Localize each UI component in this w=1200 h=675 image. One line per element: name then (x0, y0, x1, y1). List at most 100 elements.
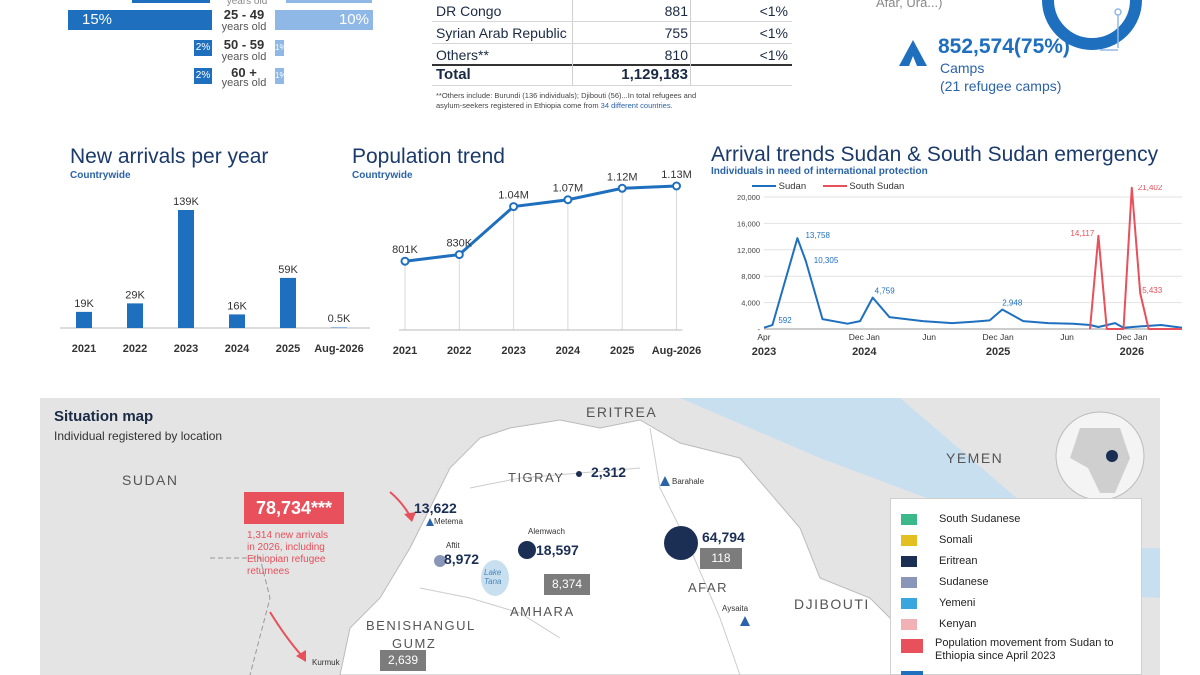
data-label: 1.13M (661, 169, 692, 181)
callout-value: 78,734*** (244, 492, 344, 524)
legend-item: Sudanese (901, 576, 989, 592)
table-row: DR Congo 881 <1% (432, 0, 792, 22)
annotation: 13,758 (805, 231, 830, 240)
x-tick-year: 2026 (1120, 346, 1144, 358)
tick-label: Aug-2026 (314, 343, 364, 355)
country-label-sudan: SUDAN (122, 472, 179, 488)
table-cell-country: Others** (436, 47, 489, 63)
bar (229, 314, 245, 328)
callout-line-3: Ethiopian refugee (247, 554, 326, 565)
table-footnote: **Others include: Burundi (136 individua… (436, 91, 796, 111)
bar (178, 210, 194, 328)
legend-swatch (901, 597, 917, 609)
barahale-marker-icon (660, 476, 670, 486)
camps-value: 852,574(75%) (938, 35, 1070, 58)
x-tick-label: Apr (757, 332, 770, 342)
bar (76, 311, 92, 328)
pyramid-bar-left-50-59: 2% (194, 40, 212, 56)
age-label-60: 60 + (231, 65, 257, 80)
region-label-gumz: GUMZ (392, 636, 437, 651)
legend-line-south-sudan (822, 185, 847, 188)
aysaita-marker-icon (740, 616, 750, 626)
tick-label: 2022 (123, 343, 147, 355)
y-tick-label: 12,000 (737, 246, 760, 255)
tent-icon (899, 40, 927, 66)
tick-label: 2024 (225, 343, 250, 355)
table-cell-share: <1% (759, 3, 788, 19)
point (617, 183, 627, 193)
map-value-afar: 64,794 (702, 529, 745, 545)
tick-label: 2023 (501, 345, 525, 357)
data-label: 139K (173, 196, 199, 208)
pyramid-top-sub: years old (226, 0, 268, 7)
map-value-alemwach: 18,597 (536, 542, 579, 558)
legend-line-sudan (752, 185, 776, 188)
legend-movement-text: Population movement from Sudan to Ethiop… (935, 637, 1114, 662)
legend-item: Eritrean (901, 555, 978, 571)
data-label: 1.12M (607, 171, 638, 183)
footnote-line-2: asylum-seekers registered in Ethiopia co… (436, 101, 673, 110)
afar-dot (664, 526, 698, 560)
annotation: 14,117 (1070, 229, 1094, 238)
place-lake-tana: Lake Tana (484, 568, 502, 586)
legend-movement-swatch (901, 639, 923, 653)
legend-item: Yemeni (901, 597, 975, 613)
aftit-dot (434, 555, 446, 567)
table-cell-country: Syrian Arab Republic (436, 25, 567, 41)
map-value-metema: 13,622 (414, 500, 457, 516)
table-total-label: Total (436, 66, 471, 83)
legend-item: Kenyan (901, 618, 976, 634)
camps-donut (1042, 0, 1142, 51)
table-row: Others** 810 <1% (432, 44, 792, 66)
camps-top-text: Afar, Ura...) (876, 0, 943, 10)
pyramid-bar-right-25-49: 10% (275, 10, 373, 30)
tick-label: 2024 (556, 345, 581, 357)
age-label-50-59: 50 - 59 (223, 37, 265, 52)
table-total-row: Total 1,129,183 (432, 64, 792, 86)
camp-marker-icon (426, 518, 434, 526)
data-label: 830K (446, 238, 472, 250)
x-tick-label: Jun (1060, 332, 1074, 342)
alemwach-dot (518, 541, 536, 559)
arrival-trends-subtitle: Individuals in need of international pro… (711, 166, 928, 177)
y-tick-label: 8,000 (741, 272, 760, 281)
annotation: 10,305 (814, 256, 839, 265)
population-trend-subtitle: Countrywide (352, 170, 413, 181)
series-line (1089, 186, 1182, 330)
country-label-yemen: YEMEN (946, 450, 1004, 466)
arrival-trends-chart: - 4,000 8,000 12,000 16,000 20,000 Apr 2023 Dec … (737, 185, 1183, 358)
pyramid-bar-left-60: 2% (194, 68, 212, 84)
map-value-tigray: 2,312 (591, 464, 627, 480)
table-cell-country: DR Congo (436, 3, 502, 19)
table-row: Syrian Arab Republic 755 <1% (432, 22, 792, 44)
y-tick-label: 20,000 (737, 193, 760, 202)
place-barahale: Barahale (672, 477, 705, 486)
footnote-link[interactable]: 34 different countries. (600, 101, 673, 110)
data-label: 0.5K (328, 313, 351, 325)
tick-label: 2021 (393, 345, 417, 357)
data-label: 29K (125, 289, 145, 301)
region-label-amhara: AMHARA (510, 604, 575, 619)
tick-label: 2023 (174, 343, 198, 355)
x-tick-year: 2024 (852, 346, 877, 358)
new-arrivals-subtitle: Countrywide (70, 170, 131, 181)
map-value-aftit: 8,972 (444, 551, 480, 567)
annotation: 21,402 (1138, 185, 1163, 192)
place-metema: Metema (434, 517, 463, 526)
table-total-value: 1,129,183 (621, 66, 688, 83)
callout-line-1: 1,314 new arrivals (247, 530, 329, 541)
age-sub-25-49: years old (221, 21, 267, 33)
camps-sub: (21 refugee camps) (940, 78, 1062, 94)
data-label: 59K (278, 264, 298, 276)
x-tick-label: Dec Jan (982, 332, 1013, 342)
pyramid-bar-right-50-59: 1% (275, 40, 287, 56)
legend-label-south-sudan: South Sudan (849, 181, 905, 192)
data-label: 801K (392, 244, 418, 256)
map-box-amhara: 8,374 (544, 574, 590, 595)
callout-line-4: returnees (247, 566, 290, 577)
annotation: 592 (778, 316, 792, 325)
legend-swatch (901, 534, 917, 546)
region-label-tigray: TIGRAY (508, 470, 565, 485)
annotation: 2,948 (1002, 299, 1023, 308)
legend-swatch (901, 618, 917, 630)
